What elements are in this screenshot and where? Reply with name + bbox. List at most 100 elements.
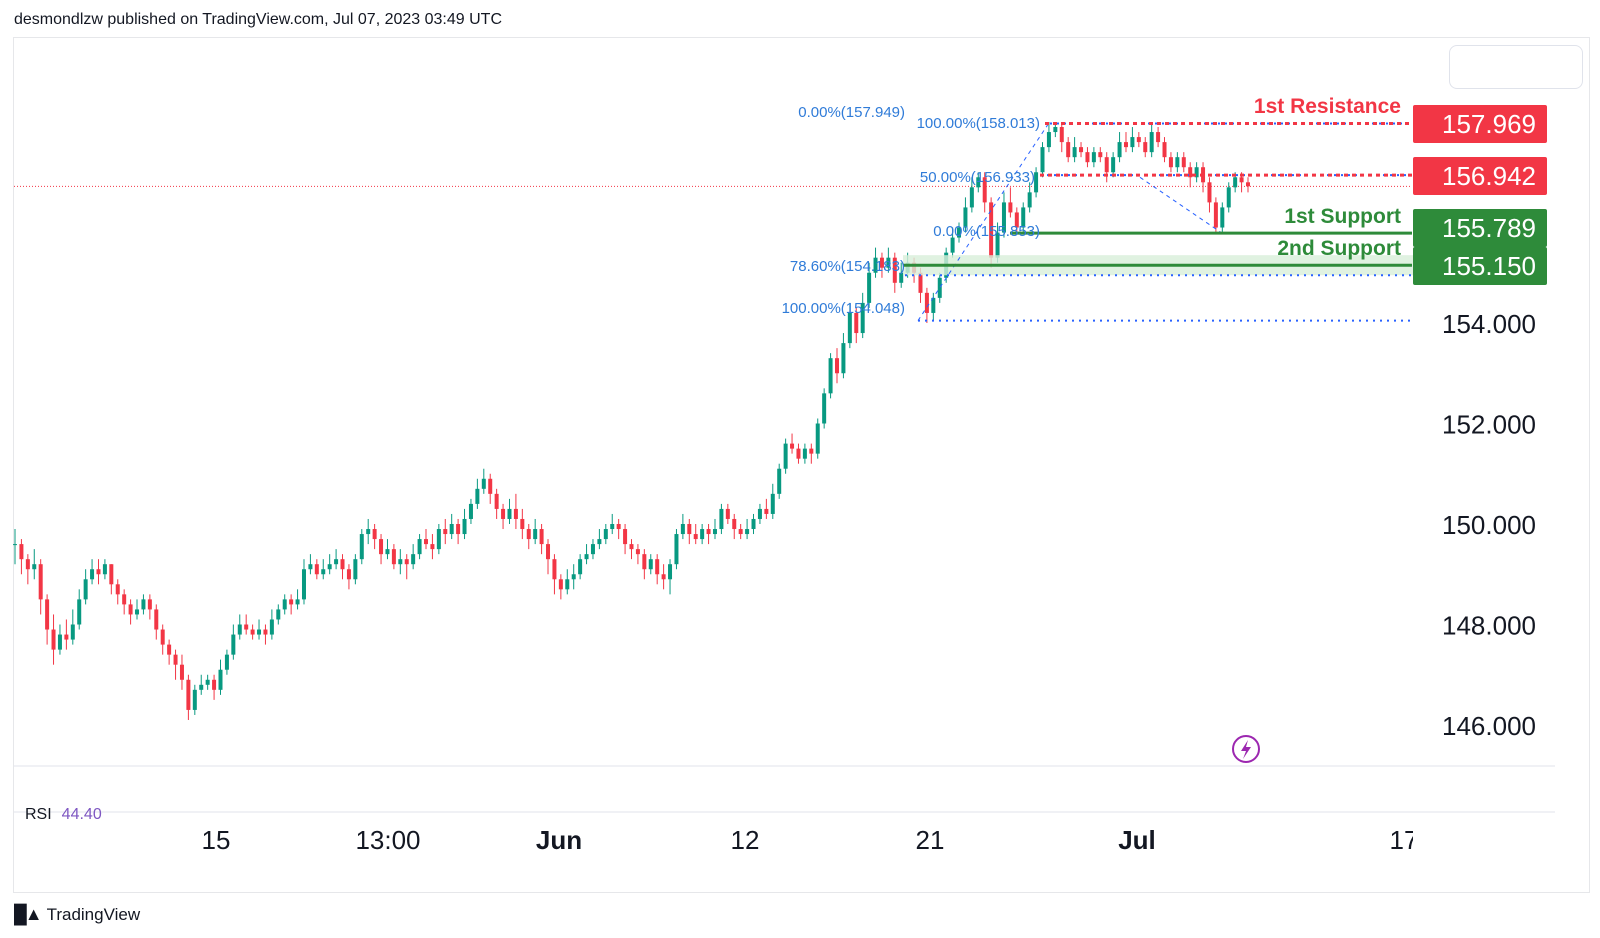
- candle: [1027, 182, 1032, 213]
- candle: [757, 503, 762, 524]
- x-tick-label: 12: [731, 825, 760, 855]
- fib-trend-line: [917, 121, 1051, 321]
- y-tick-label: 154.000: [1442, 309, 1536, 339]
- candle: [141, 594, 146, 615]
- candle: [1207, 177, 1212, 213]
- candle: [417, 534, 422, 560]
- candle: [873, 247, 878, 278]
- candle: [314, 559, 319, 580]
- publisher-header: desmondlzw published on TradingView.com,…: [14, 11, 502, 28]
- candle: [565, 569, 570, 595]
- fib-label: 78.60%(154.183): [790, 258, 905, 275]
- candle: [501, 503, 506, 530]
- candle: [770, 483, 775, 519]
- candle: [610, 513, 615, 535]
- candle: [340, 554, 345, 580]
- fib-trend-line: [1139, 176, 1223, 234]
- candle: [449, 513, 454, 540]
- x-tick-label: Jul: [1118, 825, 1156, 855]
- candle: [25, 554, 30, 585]
- candle: [462, 508, 467, 540]
- candle: [359, 529, 364, 565]
- candle: [488, 473, 493, 504]
- footer-brand[interactable]: █▲ TradingView: [14, 904, 140, 925]
- candle: [1111, 152, 1116, 178]
- candle: [321, 559, 326, 580]
- candle: [700, 524, 705, 545]
- candle: [892, 252, 897, 293]
- candle: [1156, 127, 1161, 148]
- candle: [635, 544, 640, 565]
- candle: [334, 549, 339, 570]
- candle: [802, 443, 807, 464]
- candle: [1001, 192, 1006, 238]
- candle: [597, 529, 602, 550]
- candle: [1117, 132, 1122, 163]
- candle: [764, 498, 769, 519]
- candle: [154, 604, 159, 640]
- candle: [1104, 152, 1109, 183]
- candle: [398, 549, 403, 575]
- candle: [783, 438, 788, 474]
- candle: [353, 554, 358, 585]
- candle: [212, 674, 217, 700]
- rsi-value: 44.40: [61, 806, 102, 823]
- candle: [379, 534, 384, 565]
- toolbar-box[interactable]: [1449, 45, 1583, 89]
- level-label: 2nd Support: [1277, 237, 1401, 260]
- candle: [963, 197, 968, 233]
- candle: [860, 292, 865, 339]
- candle: [276, 604, 281, 625]
- candle: [263, 624, 268, 645]
- candle: [745, 518, 750, 540]
- candle: [308, 554, 313, 575]
- candle: [719, 503, 724, 535]
- candle: [205, 674, 210, 690]
- candle: [218, 659, 223, 695]
- y-tick-label: 146.000: [1442, 711, 1536, 741]
- candle: [51, 614, 56, 665]
- candle: [642, 549, 647, 580]
- fib-label: 0.00%(157.949): [798, 104, 905, 121]
- candle: [847, 302, 852, 349]
- candle: [1021, 202, 1026, 233]
- candle: [77, 589, 82, 630]
- candle: [301, 559, 306, 605]
- price-label-text: 155.789: [1442, 213, 1536, 243]
- candle: [179, 654, 184, 690]
- candle: [725, 503, 730, 524]
- fib-label: 100.00%(158.013): [917, 115, 1040, 132]
- candle: [38, 559, 43, 615]
- candle: [629, 539, 634, 560]
- candle: [1226, 182, 1231, 213]
- candle: [57, 624, 62, 655]
- lightning-icon[interactable]: [1232, 735, 1260, 763]
- candle: [494, 488, 499, 519]
- candle: [674, 529, 679, 570]
- candle: [224, 649, 229, 675]
- candle: [854, 307, 859, 344]
- candle: [83, 569, 88, 605]
- candle: [115, 579, 120, 605]
- candle: [1098, 147, 1103, 163]
- fib-label: 100.00%(154.048): [782, 300, 905, 317]
- candle: [526, 524, 531, 550]
- candle: [1040, 142, 1045, 178]
- rsi-indicator[interactable]: RSI 44.40: [25, 806, 102, 824]
- candle: [64, 619, 69, 650]
- candle: [231, 624, 236, 660]
- candle: [456, 518, 461, 545]
- candle: [327, 554, 332, 575]
- candle: [931, 292, 936, 321]
- candle: [366, 518, 371, 545]
- candle: [578, 554, 583, 580]
- price-label-text: 156.942: [1442, 161, 1536, 191]
- candle: [385, 539, 390, 560]
- candle: [623, 524, 628, 555]
- candle: [899, 262, 904, 288]
- candle: [346, 564, 351, 590]
- price-label-text: 157.969: [1442, 109, 1536, 139]
- candle: [128, 599, 133, 625]
- candle: [436, 524, 441, 555]
